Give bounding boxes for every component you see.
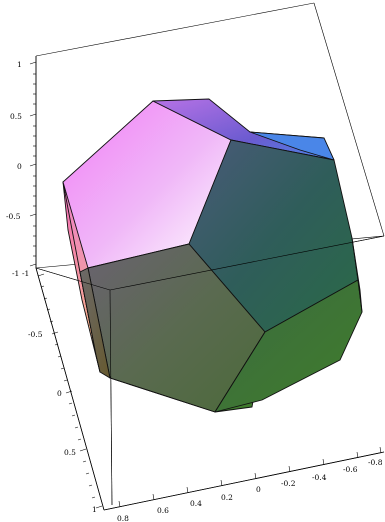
x-tick-0.4: 0.4 bbox=[190, 499, 202, 508]
z-tick-neg0.5: -0.5 bbox=[6, 212, 21, 221]
x-axis: 0.8 0.6 0.4 0.2 0 -0.2 -0.4 -0.6 -0.8 bbox=[103, 446, 385, 522]
polyhedron bbox=[62, 98, 363, 413]
face-green-right bbox=[351, 237, 363, 313]
z-tick-1: 1 bbox=[17, 60, 22, 69]
z-axis: 1 0.5 0 -0.5 -1 bbox=[6, 56, 37, 278]
x-tick-0.8: 0.8 bbox=[117, 514, 129, 522]
x-tick-0: 0 bbox=[256, 485, 261, 494]
x-tick-neg0.6: -0.6 bbox=[343, 465, 358, 474]
z-tick-0: 0 bbox=[17, 162, 22, 171]
x-tick-neg0.4: -0.4 bbox=[312, 473, 327, 482]
x-tick-neg0.2: -0.2 bbox=[281, 479, 296, 488]
y-tick-0: 0 bbox=[57, 389, 62, 398]
z-tick-neg1: -1 bbox=[12, 269, 19, 278]
y-tick-0.5: 0.5 bbox=[64, 448, 76, 457]
y-tick-neg0.5: -0.5 bbox=[28, 330, 43, 339]
x-tick-0.2: 0.2 bbox=[221, 493, 233, 502]
minor-ticks bbox=[33, 73, 96, 499]
y-tick-neg1: -1 bbox=[22, 269, 29, 278]
face-lower-left bbox=[79, 267, 111, 379]
x-tick-0.6: 0.6 bbox=[157, 506, 169, 515]
y-axis: -1 -0.5 0 0.5 1 bbox=[22, 267, 105, 514]
x-tick-neg0.8: -0.8 bbox=[368, 458, 383, 467]
front-axes bbox=[35, 235, 385, 506]
z-tick-0.5: 0.5 bbox=[10, 112, 22, 121]
y-tick-1: 1 bbox=[92, 505, 97, 514]
